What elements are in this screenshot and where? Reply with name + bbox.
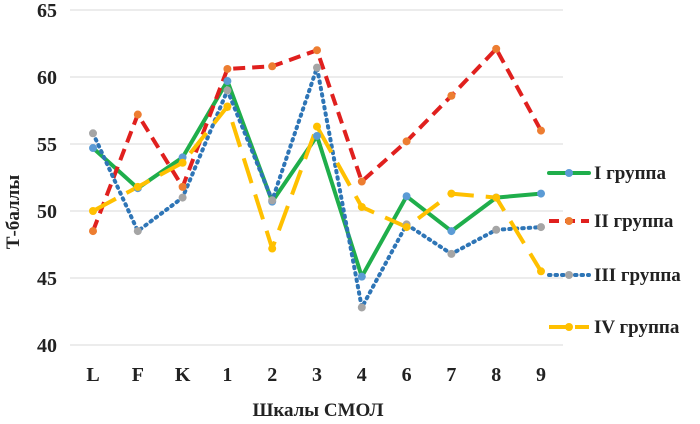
- y-axis-title: Т-баллы: [3, 175, 24, 249]
- data-point: [223, 102, 232, 111]
- x-axis-title: Шкалы СМОЛ: [252, 400, 383, 421]
- y-tick-label: 55: [37, 134, 57, 156]
- data-point: [357, 177, 366, 186]
- data-point: [447, 227, 456, 236]
- series-line-4: [92, 104, 543, 273]
- x-tick-label: 8: [491, 364, 501, 386]
- series-lines: [91, 46, 543, 310]
- y-tick-label: 45: [37, 268, 57, 290]
- data-point: [89, 144, 97, 153]
- data-point: [357, 202, 366, 211]
- data-point: [492, 193, 501, 202]
- data-point: [313, 131, 321, 140]
- data-point: [313, 46, 321, 55]
- legend: I группа II группа III группа IV группа: [547, 163, 681, 338]
- legend-label: III группа: [594, 265, 681, 286]
- series-markers: [89, 44, 545, 312]
- data-point: [447, 249, 456, 258]
- data-point: [223, 64, 232, 73]
- x-tick-label: K: [175, 364, 191, 386]
- data-point: [268, 62, 277, 71]
- legend-label: II группа: [594, 211, 674, 232]
- data-point: [537, 189, 545, 198]
- data-point: [178, 158, 187, 167]
- data-point: [537, 267, 545, 276]
- data-point: [447, 91, 456, 100]
- data-point: [89, 207, 97, 215]
- y-tick-label: 60: [37, 67, 57, 89]
- data-point: [492, 44, 501, 53]
- x-tick-label: L: [86, 364, 99, 386]
- x-tick-label: 6: [402, 364, 412, 386]
- series-line-3: [91, 65, 543, 310]
- data-point: [402, 223, 411, 232]
- data-point: [268, 196, 277, 205]
- data-point: [357, 272, 366, 281]
- x-tick-label: 4: [357, 364, 367, 386]
- data-point: [133, 227, 142, 236]
- x-tick-labels: L F K 1 2 3 4 6 7 8 9: [86, 364, 546, 386]
- data-point: [178, 193, 187, 202]
- data-point: [223, 86, 232, 95]
- series-line-1: [91, 79, 543, 279]
- data-point: [402, 137, 411, 146]
- data-point: [89, 129, 97, 138]
- data-point: [133, 182, 142, 191]
- data-point: [537, 126, 545, 135]
- data-point: [268, 244, 277, 253]
- data-point: [447, 189, 456, 198]
- legend-marker: [565, 169, 573, 177]
- data-point: [133, 110, 142, 119]
- gridlines: [70, 9, 563, 346]
- data-point: [89, 227, 97, 236]
- x-tick-label: 3: [312, 364, 322, 386]
- y-tick-label: 50: [37, 201, 57, 223]
- x-tick-label: 7: [446, 364, 456, 386]
- x-tick-label: F: [132, 364, 144, 386]
- x-tick-label: 9: [536, 364, 546, 386]
- x-tick-label: 1: [222, 364, 232, 386]
- legend-marker: [565, 217, 573, 225]
- y-tick-label: 40: [37, 335, 57, 357]
- y-tick-label: 65: [37, 0, 57, 22]
- data-point: [492, 225, 501, 234]
- data-point: [357, 303, 366, 312]
- data-point: [223, 77, 232, 86]
- data-point: [537, 223, 545, 232]
- legend-marker: [565, 271, 573, 279]
- legend-label: I группа: [594, 163, 666, 184]
- legend-marker: [565, 323, 573, 331]
- data-point: [313, 122, 321, 131]
- x-tick-label: 2: [267, 364, 277, 386]
- legend-label: IV группа: [594, 317, 680, 338]
- data-point: [313, 63, 321, 72]
- data-point: [178, 182, 187, 191]
- data-point: [402, 192, 411, 201]
- y-tick-labels: 40 45 50 55 60 65: [37, 0, 57, 357]
